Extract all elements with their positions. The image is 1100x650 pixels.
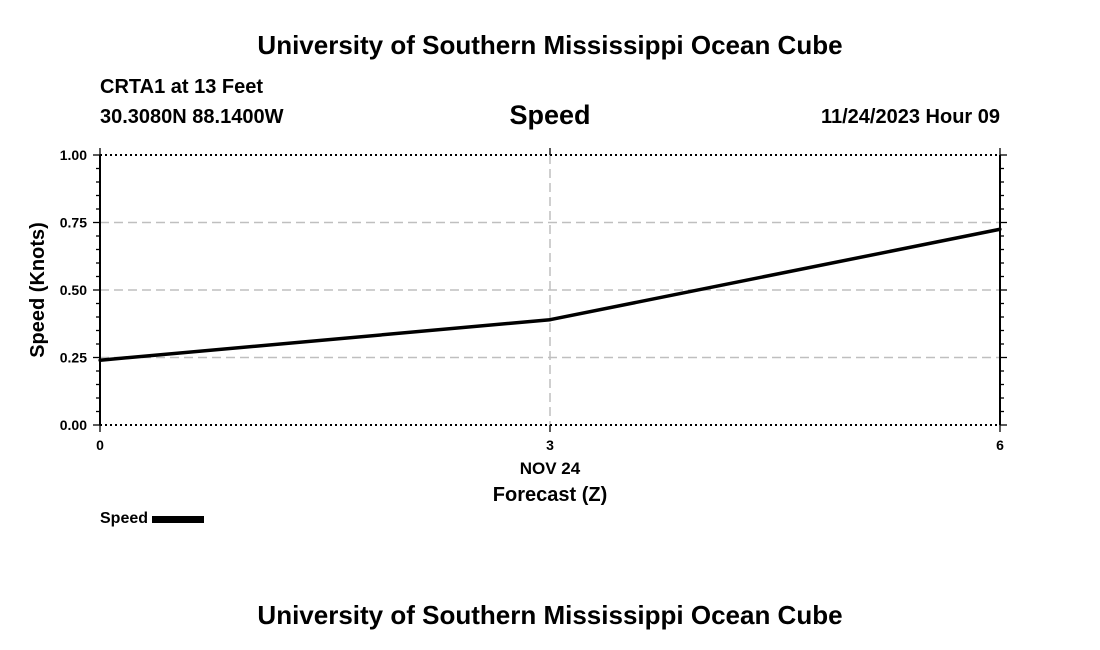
x-tick-label: 3 xyxy=(546,437,554,453)
legend: Speed xyxy=(100,510,205,528)
data-point xyxy=(548,318,552,322)
y-tick-label: 0.25 xyxy=(60,350,87,366)
footer-title: University of Southern Mississippi Ocean… xyxy=(257,600,843,630)
legend-label: Speed xyxy=(100,510,149,527)
page-title: University of Southern Mississippi Ocean… xyxy=(257,30,843,60)
data-point xyxy=(998,227,1002,231)
x-tick-label: 0 xyxy=(96,437,104,453)
x-axis-date-label: NOV 24 xyxy=(520,459,581,478)
axes: 0.00 0.25 0.50 0.75 1.00 0 3 6 xyxy=(60,147,1007,453)
x-tick-label: 6 xyxy=(996,437,1004,453)
forecast-datetime: 11/24/2023 Hour 09 xyxy=(820,106,1000,128)
y-tick-label: 0.75 xyxy=(60,215,87,231)
station-coordinates: 30.3080N 88.1400W xyxy=(100,106,284,128)
y-tick-label: 1.00 xyxy=(60,147,87,163)
legend-swatch xyxy=(152,515,205,523)
grid-lines xyxy=(100,155,1000,425)
y-tick-label: 0.00 xyxy=(60,417,87,433)
station-name: CRTA1 at 13 Feet xyxy=(100,76,264,98)
series-layer xyxy=(98,227,1002,362)
y-tick-label: 0.50 xyxy=(60,282,87,298)
x-axis-label: Forecast (Z) xyxy=(493,484,607,506)
data-point xyxy=(98,358,102,362)
y-axis-label: Speed (Knots) xyxy=(27,222,49,358)
chart-title: Speed xyxy=(509,100,591,130)
